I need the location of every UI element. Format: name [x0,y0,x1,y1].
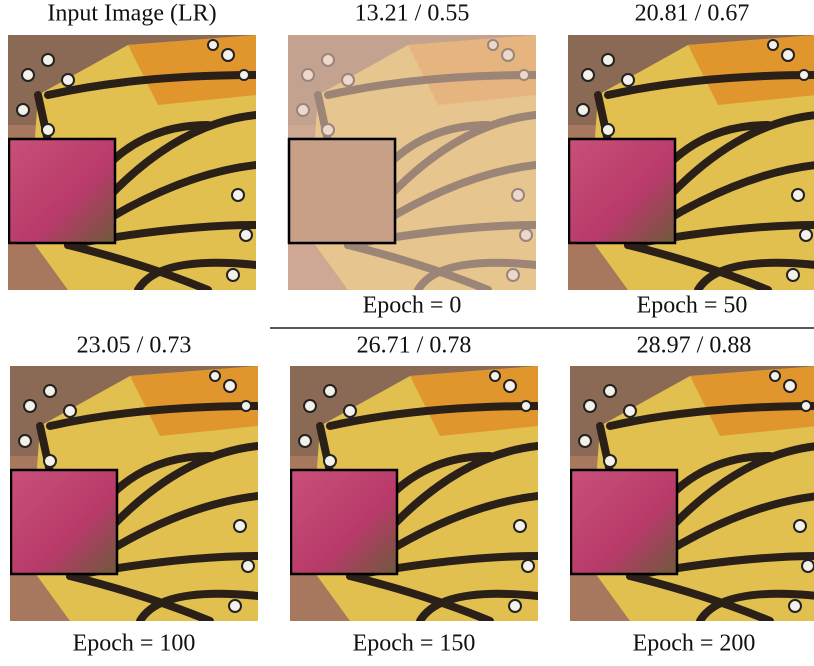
panel-image [290,366,538,621]
inset-box [289,139,395,243]
panel: Input Image (LR) [8,1,256,291]
panel-caption: Epoch = 50 [637,293,748,319]
panel-title: 20.81 / 0.67 [635,1,750,27]
panel-title: 26.71 / 0.78 [357,333,472,359]
panel-caption: Epoch = 0 [363,293,462,319]
panel-title: 23.05 / 0.73 [77,333,192,359]
panel-image [570,366,814,621]
panel-image [10,366,258,621]
panel: 26.71 / 0.78 Epoch = 150 [290,333,538,657]
panel: 23.05 / 0.73 Epoch = 100 [10,333,258,657]
panel-image [8,35,256,290]
panel-title: 13.21 / 0.55 [355,1,470,27]
panel-image [568,35,814,290]
panel-caption: Epoch = 100 [73,631,196,657]
panel: 28.97 / 0.88 Epoch = 200 [570,333,814,657]
panel-title: Input Image (LR) [47,1,216,27]
panel: 20.81 / 0.67 Epoch = 50 [568,1,814,319]
figure: Input Image (LR) 13.21 / 0.55 Epoch = 0 20.… [0,0,814,666]
panel: 13.21 / 0.55 Epoch = 0 [288,1,536,319]
panel-title: 28.97 / 0.88 [637,333,752,359]
panel-caption: Epoch = 200 [633,631,756,657]
panel-caption: Epoch = 150 [353,631,476,657]
